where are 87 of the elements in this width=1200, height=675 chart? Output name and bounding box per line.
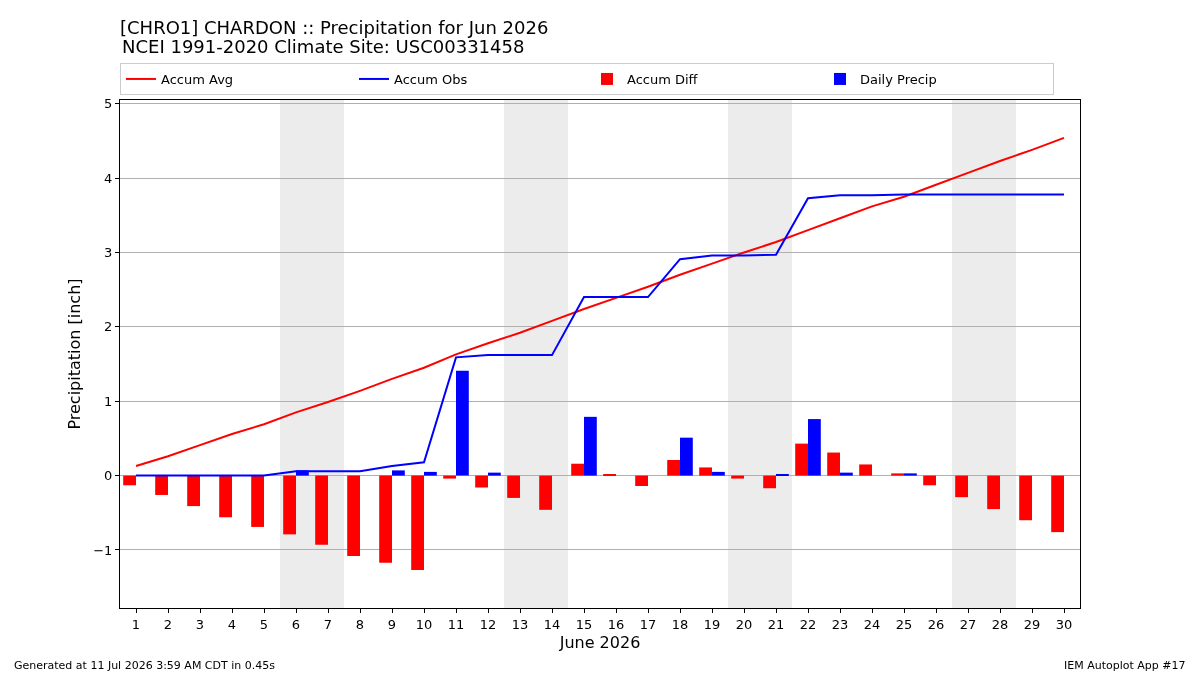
- bar: [251, 475, 264, 527]
- bar: [763, 475, 776, 489]
- bar: [891, 473, 904, 476]
- x-tick-label: 2: [163, 616, 173, 632]
- bar: [187, 475, 200, 507]
- x-tick-label: 24: [863, 616, 881, 632]
- bar: [795, 443, 808, 476]
- y-axis-title: Precipitation [inch]: [65, 278, 85, 430]
- x-tick-label: 30: [1055, 616, 1073, 632]
- x-tick-label: 8: [355, 616, 365, 632]
- x-tick-label: 22: [799, 616, 817, 632]
- bar: [123, 475, 136, 486]
- x-tick-label: 15: [575, 616, 593, 632]
- x-tick-label: 27: [959, 616, 977, 632]
- bar: [699, 467, 712, 476]
- bar: [680, 437, 693, 476]
- bar: [584, 416, 597, 476]
- bar: [731, 475, 744, 479]
- x-tick-label: 20: [735, 616, 753, 632]
- bar: [1051, 475, 1064, 533]
- legend-label: Accum Avg: [161, 72, 234, 88]
- bar: [347, 475, 360, 556]
- x-tick-label: 10: [415, 616, 433, 632]
- bar: [712, 471, 725, 476]
- x-tick-label: 21: [767, 616, 785, 632]
- y-tick-label: 3: [104, 245, 113, 261]
- x-tick-label: 16: [607, 616, 625, 632]
- bar: [840, 472, 853, 476]
- x-tick-label: 23: [831, 616, 849, 632]
- x-tick-label: 12: [479, 616, 497, 632]
- x-tick-label: 4: [227, 616, 237, 632]
- x-tick-label: 7: [323, 616, 333, 632]
- line-series: [135, 136, 1065, 467]
- bar: [315, 475, 328, 545]
- x-tick-label: 13: [511, 616, 529, 632]
- bar: [667, 459, 680, 476]
- bar: [1019, 475, 1032, 521]
- legend-label: Daily Precip: [860, 72, 937, 88]
- bar: [456, 370, 469, 476]
- x-tick-label: 1: [131, 616, 141, 632]
- x-tick-label: 19: [703, 616, 721, 632]
- y-tick-label: 1: [104, 393, 113, 409]
- bar: [923, 475, 936, 486]
- chart-title: [CHRO1] CHARDON :: Precipitation for Jun 2026: [120, 17, 549, 39]
- x-tick-label: 3: [195, 616, 205, 632]
- bar: [507, 475, 520, 498]
- text: IEM Autoplot App #17: [1064, 659, 1186, 672]
- y-tick-label: 5: [104, 96, 113, 112]
- text: Generated at 11 Jul 2026 3:59 AM CDT in 0.45s: [14, 659, 276, 672]
- bar: [411, 475, 424, 571]
- x-axis-title: June 2026: [558, 633, 641, 653]
- bar: [443, 475, 456, 479]
- bar: [283, 475, 296, 535]
- bar: [955, 475, 968, 498]
- x-tick-label: 28: [991, 616, 1009, 632]
- x-tick-label: 6: [291, 616, 301, 632]
- bar: [475, 475, 488, 488]
- bar: [571, 463, 584, 476]
- x-tick-label: 11: [447, 616, 465, 632]
- x-tick-label: 18: [671, 616, 689, 632]
- x-tick-label: 29: [1023, 616, 1041, 632]
- bar: [424, 471, 437, 476]
- x-tick-label: 14: [543, 616, 561, 632]
- y-tick-label: 4: [104, 170, 113, 186]
- bar: [379, 475, 392, 563]
- x-tick-label: 26: [927, 616, 945, 632]
- line-series: [135, 193, 1065, 477]
- bar: [539, 475, 552, 510]
- x-tick-label: 9: [387, 616, 397, 632]
- x-tick-label: 5: [259, 616, 269, 632]
- bar: [392, 470, 405, 476]
- y-tick-label: 0: [104, 468, 113, 484]
- bar: [859, 464, 872, 476]
- legend-label: Accum Diff: [627, 72, 699, 88]
- bar: [904, 473, 917, 476]
- bar: [219, 475, 232, 518]
- x-tick-label: 25: [895, 616, 913, 632]
- bar: [155, 475, 168, 495]
- bar: [808, 419, 821, 476]
- bar: [488, 472, 501, 476]
- bar: [635, 475, 648, 487]
- bar: [987, 475, 1000, 510]
- y-tick-label: 2: [104, 319, 113, 335]
- y-tick-label: −1: [93, 542, 113, 558]
- x-tick-label: 17: [639, 616, 657, 632]
- bar: [827, 452, 840, 476]
- legend-label: Accum Obs: [394, 72, 468, 88]
